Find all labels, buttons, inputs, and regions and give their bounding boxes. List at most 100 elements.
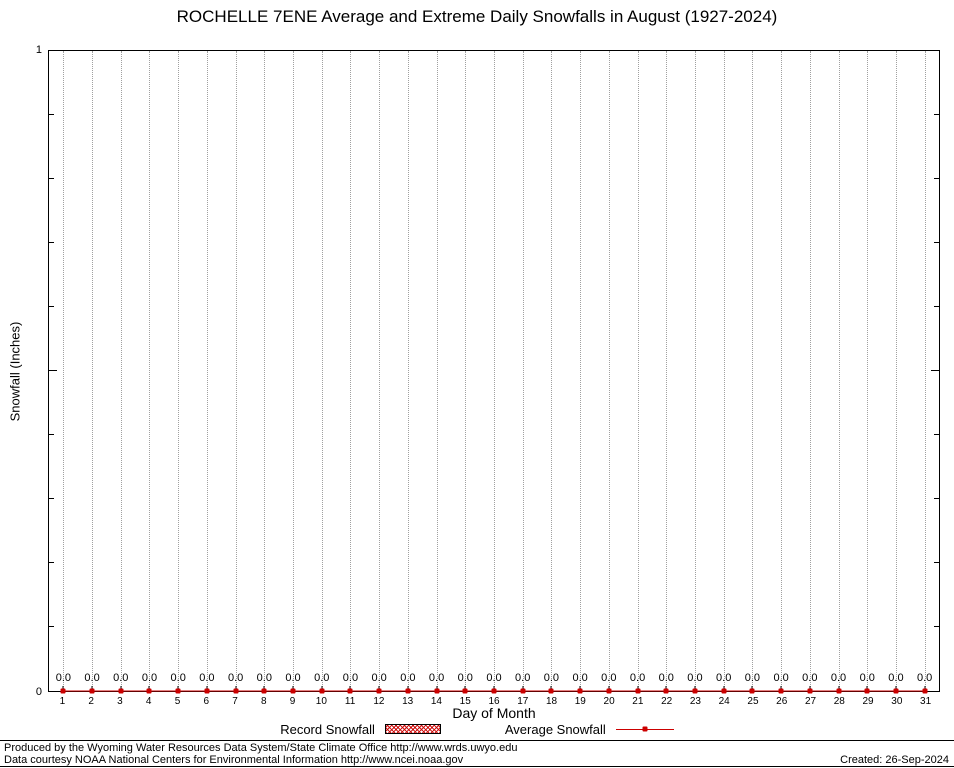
y-minor-tick (934, 242, 939, 243)
gridline (752, 51, 754, 691)
record-snowfall-swatch-icon (384, 724, 441, 734)
average-data-point (778, 688, 784, 694)
y-tick-label-min: 0 (35, 686, 42, 698)
x-tick-label: 23 (689, 696, 701, 707)
point-value-label: 0.0 (601, 672, 617, 684)
gridline (206, 51, 208, 691)
x-tick-label: 22 (661, 696, 673, 707)
gridline (178, 51, 180, 691)
x-tick-label: 10 (315, 696, 327, 707)
point-value-label: 0.0 (428, 672, 445, 684)
gridline (522, 51, 524, 691)
x-tick-label: 5 (174, 696, 181, 707)
average-data-point (347, 688, 353, 694)
average-data-point (261, 688, 267, 694)
gridline (120, 51, 122, 691)
point-value-label: 0.0 (256, 672, 272, 684)
x-tick-label: 2 (88, 696, 94, 707)
gridline (235, 51, 237, 691)
y-minor-tick (931, 370, 939, 371)
average-data-point (749, 688, 755, 694)
x-tick-label: 7 (232, 696, 238, 707)
gridline (436, 51, 438, 691)
average-data-point (376, 688, 382, 694)
gridline (551, 51, 553, 691)
point-value-label: 0.0 (285, 672, 301, 684)
footer-created-date: Created: 26-Sep-2024 (840, 754, 949, 766)
gridline (666, 51, 668, 691)
gridline (350, 51, 352, 691)
x-tick-label: 27 (804, 696, 817, 707)
average-data-point (462, 688, 468, 694)
gridline (465, 51, 467, 691)
legend-label-average-snowfall: Average Snowfall (504, 721, 606, 737)
gridline (321, 51, 323, 691)
x-tick-label: 3 (117, 696, 123, 707)
gridline (608, 51, 610, 691)
point-value-label: 0.0 (84, 672, 100, 684)
point-value-label: 0.0 (371, 672, 387, 684)
point-value-label: 0.0 (113, 672, 129, 684)
y-minor-tick (49, 242, 54, 243)
gridline (637, 51, 639, 691)
point-value-label: 0.0 (572, 672, 588, 684)
gridline (494, 51, 495, 691)
plot-area: 0.0 0.0 0.0 0.0 0.0 0.0 0.0 0.0 0.0 0.0 0.0 0.0 0.0 0… (48, 50, 940, 694)
gridline (838, 51, 840, 691)
legend-line-point (642, 726, 648, 732)
legend-item-average-snowfall: Average Snowfall (505, 722, 674, 737)
legend-label-record-snowfall: Record Snowfall (280, 721, 375, 737)
gridline (867, 51, 869, 691)
average-data-point (692, 688, 698, 694)
average-data-point (577, 688, 583, 694)
x-tick-label: 30 (891, 696, 903, 707)
average-data-point (233, 688, 239, 694)
chart-title: ROCHELLE 7ENE Average and Extreme Daily … (176, 7, 778, 26)
gridline (580, 51, 582, 691)
point-value-label: 0.0 (658, 672, 674, 684)
average-data-point (290, 688, 296, 694)
y-minor-tick (934, 434, 939, 435)
y-minor-tick (934, 498, 939, 499)
point-value-label: 0.0 (515, 672, 531, 684)
x-tick-label: 8 (261, 696, 267, 707)
average-snowfall-swatch-icon (615, 724, 674, 734)
point-value-label: 0.0 (830, 672, 847, 684)
point-value-label: 0.0 (687, 672, 703, 684)
y-minor-tick (934, 114, 939, 115)
x-tick-label: 29 (862, 696, 874, 707)
footer-divider-bottom (0, 766, 954, 767)
y-minor-tick (49, 114, 54, 115)
x-tick-label: 14 (430, 696, 442, 707)
average-data-point (434, 688, 440, 694)
x-tick-label: 9 (289, 696, 296, 707)
point-value-label: 0.0 (543, 672, 560, 684)
gridline (92, 51, 94, 691)
average-data-point (60, 688, 66, 694)
y-tick-label-max: 1 (35, 44, 42, 56)
average-data-point (175, 688, 181, 694)
average-data-point (89, 688, 95, 694)
y-minor-tick (934, 306, 939, 307)
average-data-point (491, 688, 497, 694)
x-tick-label: 26 (776, 696, 788, 707)
x-tick-label: 28 (833, 696, 845, 707)
gridline (379, 51, 381, 691)
footer-produced-by: Produced by the Wyoming Water Resources … (4, 742, 518, 754)
y-minor-tick (49, 498, 54, 499)
y-minor-tick (934, 562, 939, 563)
x-tick-label: 4 (145, 696, 152, 707)
point-value-label: 0.0 (859, 672, 875, 684)
y-minor-tick (49, 626, 54, 627)
x-tick-labels: 1 2 3 4 5 6 7 8 9 10 11 12 13 14 15 16 17 18 19 20 21 22 23 24 2… (48, 696, 940, 710)
gridline (781, 51, 783, 691)
x-tick-label: 11 (344, 696, 356, 707)
y-axis-title: Snowfall (Inches) (6, 50, 24, 692)
point-value-label: 0.0 (916, 672, 933, 684)
point-value-label: 0.0 (457, 672, 473, 684)
x-tick-label: 17 (517, 696, 529, 707)
y-minor-tick (934, 178, 939, 179)
gridline (63, 51, 65, 691)
x-tick-label: 25 (747, 696, 759, 707)
